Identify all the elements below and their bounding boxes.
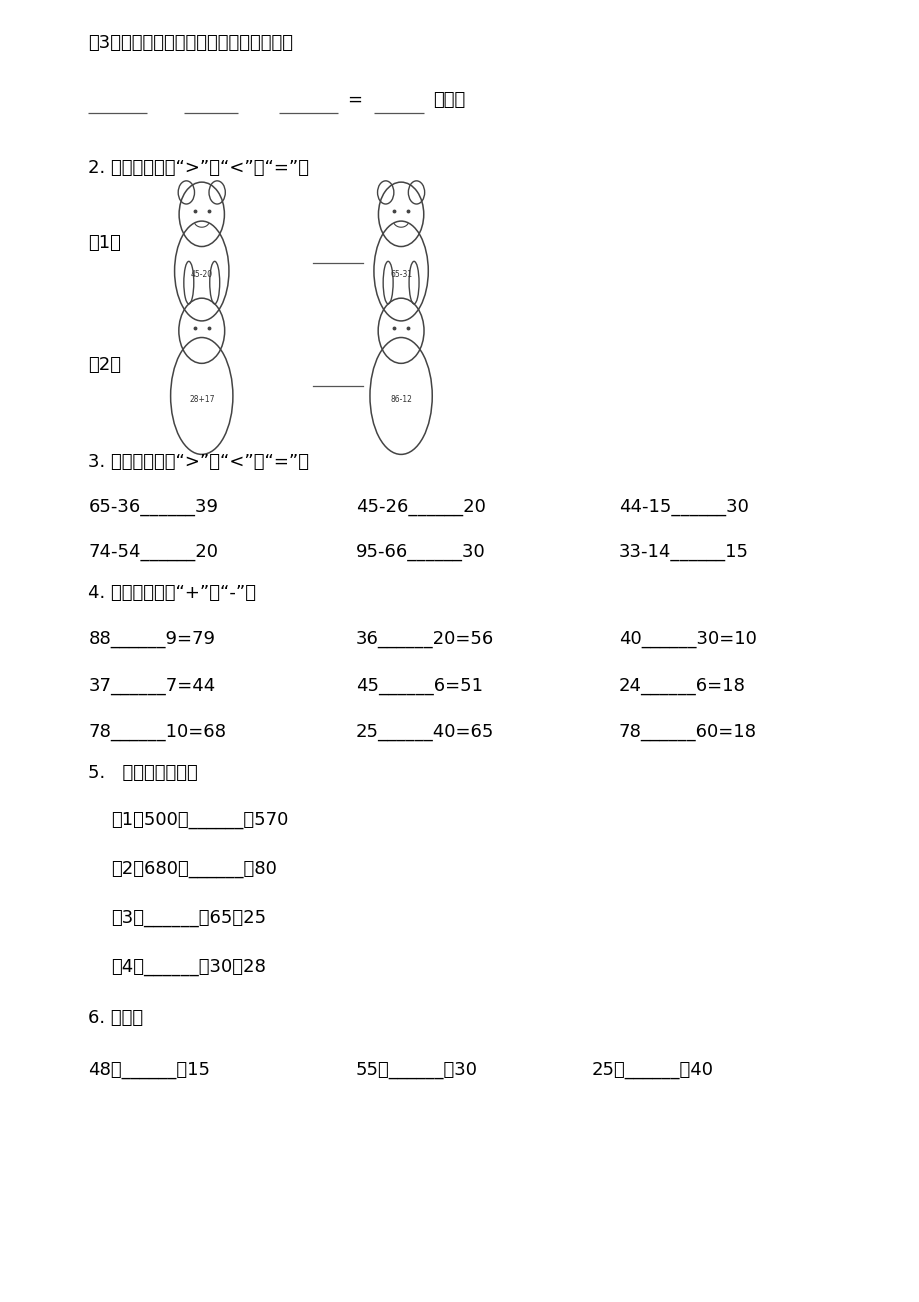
Text: 40______30=10: 40______30=10 xyxy=(618,630,755,648)
Text: 55＝______＋30: 55＝______＋30 xyxy=(356,1061,477,1078)
Text: =: = xyxy=(346,91,361,108)
Text: 95-66______30: 95-66______30 xyxy=(356,543,485,561)
Text: 88______9=79: 88______9=79 xyxy=(88,630,215,648)
Text: 25＝______－40: 25＝______－40 xyxy=(591,1061,712,1078)
Text: 3. 在横线上填上“>”、“<”或“=”。: 3. 在横线上填上“>”、“<”或“=”。 xyxy=(88,453,309,470)
Text: 2. 在横线上填上“>”、“<”或“=”。: 2. 在横线上填上“>”、“<”或“=”。 xyxy=(88,159,309,177)
Text: 4. 在横线上填上“+”或“-”。: 4. 在横线上填上“+”或“-”。 xyxy=(88,585,256,602)
Text: （1）500＋______＝570: （1）500＋______＝570 xyxy=(111,811,289,829)
Text: （张）: （张） xyxy=(432,91,465,108)
Text: 86-12: 86-12 xyxy=(390,395,412,404)
Text: 78______10=68: 78______10=68 xyxy=(88,723,226,741)
Text: （4）______－30＝28: （4）______－30＝28 xyxy=(111,957,266,975)
Text: （3）圆圆和方方谁的画片多，多多少张？: （3）圆圆和方方谁的画片多，多多少张？ xyxy=(88,34,293,52)
Text: 5.   填上合适的数。: 5. 填上合适的数。 xyxy=(88,764,198,783)
Text: 78______60=18: 78______60=18 xyxy=(618,723,755,741)
Text: 45-26______20: 45-26______20 xyxy=(356,497,485,516)
Text: （1）: （1） xyxy=(88,233,121,251)
Text: 65-31: 65-31 xyxy=(390,270,412,279)
Text: （2）: （2） xyxy=(88,355,121,374)
Text: 45-20: 45-20 xyxy=(190,270,212,279)
Text: 33-14______15: 33-14______15 xyxy=(618,543,748,561)
Text: 24______6=18: 24______6=18 xyxy=(618,677,744,695)
Text: 65-36______39: 65-36______39 xyxy=(88,497,218,516)
Text: 36______20=56: 36______20=56 xyxy=(356,630,494,648)
Text: （3）______－65＝25: （3）______－65＝25 xyxy=(111,909,266,927)
Text: 25______40=65: 25______40=65 xyxy=(356,723,494,741)
Text: 28+17: 28+17 xyxy=(188,395,214,404)
Text: 74-54______20: 74-54______20 xyxy=(88,543,218,561)
Text: 48－______＝15: 48－______＝15 xyxy=(88,1061,210,1078)
Text: 37______7=44: 37______7=44 xyxy=(88,677,216,695)
Text: 6. 填空。: 6. 填空。 xyxy=(88,1009,143,1027)
Text: 45______6=51: 45______6=51 xyxy=(356,677,482,695)
Text: （2）680－______＝80: （2）680－______＝80 xyxy=(111,859,277,878)
Text: 44-15______30: 44-15______30 xyxy=(618,497,748,516)
